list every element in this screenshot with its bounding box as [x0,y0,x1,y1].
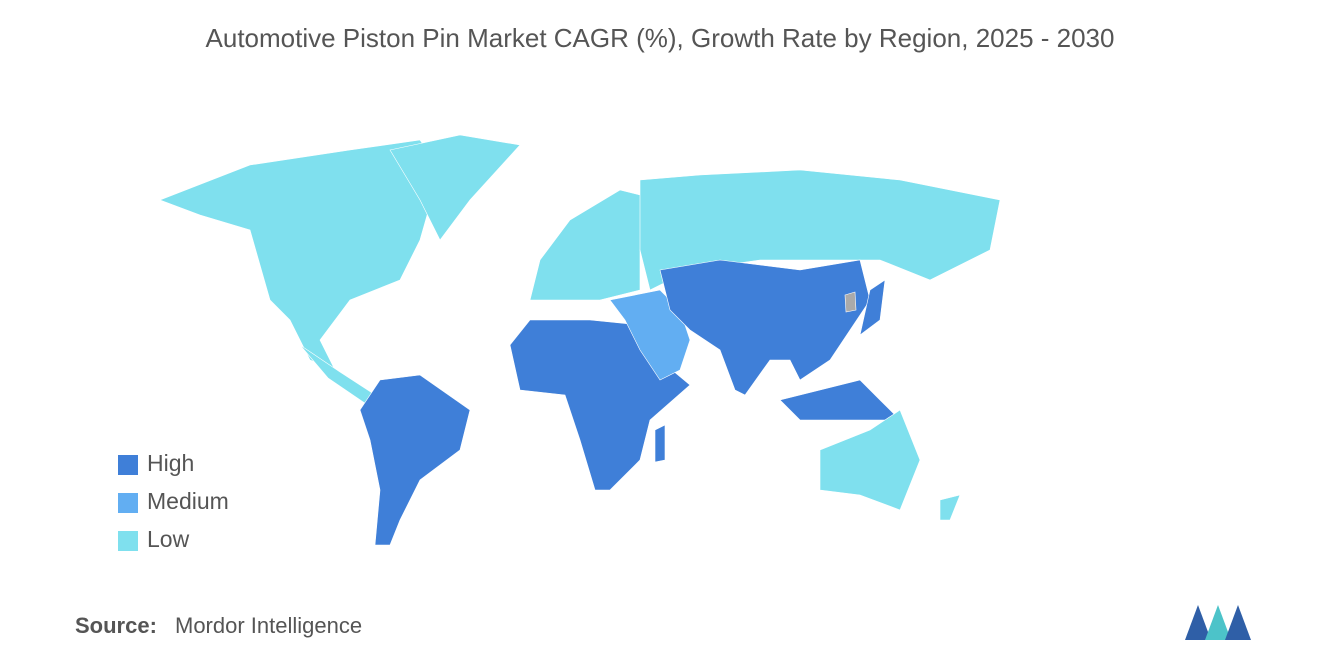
africa [509,319,691,491]
madagascar [654,424,666,463]
southeast-asia [779,379,901,421]
south-america [359,374,471,546]
legend: High Medium Low [118,450,229,552]
russia [639,169,1001,291]
legend-swatch [118,531,138,551]
greenland [389,134,521,241]
logo [1185,605,1251,640]
world-map [159,134,1001,546]
source-label: Source: [75,613,157,638]
australia [819,409,921,511]
asia [659,259,871,396]
japan [859,279,886,336]
source-text: Mordor Intelligence [175,613,362,638]
legend-label: Low [147,526,190,552]
legend-label: Medium [147,488,229,514]
north-america [159,139,441,371]
legend-label: High [147,450,194,476]
korea [844,291,857,313]
chart-title: Automotive Piston Pin Market CAGR (%), G… [206,23,1115,53]
legend-swatch [118,455,138,475]
legend-swatch [118,493,138,513]
new-zealand [939,494,961,521]
